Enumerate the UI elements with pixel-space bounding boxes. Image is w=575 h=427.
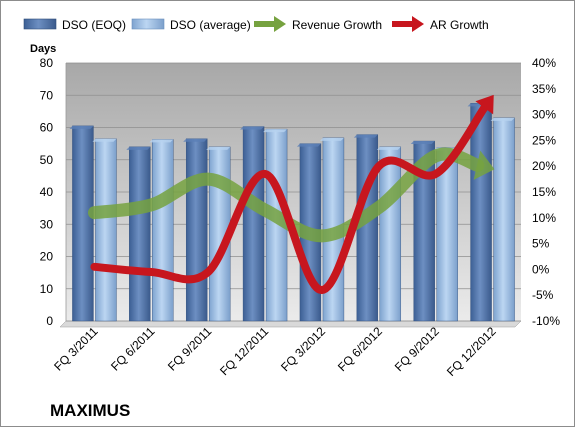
y2-tick-label: -10% — [532, 314, 560, 328]
bar-top — [206, 146, 231, 150]
bar-top — [490, 117, 515, 121]
y-tick-label: 0 — [46, 314, 53, 328]
bar-top — [319, 137, 344, 141]
bar-dso-average — [493, 117, 515, 322]
x-tick-label: FQ 3/2012 — [278, 324, 328, 374]
legend-label: DSO (EOQ) — [62, 18, 126, 32]
bar-dso-average — [152, 139, 174, 322]
legend-label: Revenue Growth — [292, 18, 382, 32]
legend-arrowhead — [274, 16, 286, 32]
bar-dso-average — [95, 138, 117, 322]
y2-tick-label: 20% — [532, 159, 556, 173]
bar-top — [240, 126, 265, 130]
y-tick-label: 20 — [40, 250, 54, 264]
bar-dso-eoq — [470, 103, 492, 322]
bar-dso-eoq — [72, 125, 94, 322]
bar-dso-eoq — [185, 138, 208, 322]
bar-top — [149, 139, 174, 143]
y2-tick-label: 10% — [532, 211, 556, 225]
x-tick-label: FQ 12/2012 — [444, 324, 499, 379]
y2-tick-label: 0% — [532, 262, 550, 276]
bar-dso-eoq — [242, 126, 265, 322]
brand-label: MAXIMUS — [50, 401, 130, 420]
bar-dso-eoq — [129, 146, 151, 322]
x-tick-label: FQ 3/2011 — [51, 324, 101, 374]
x-tick-label: FQ 9/2011 — [165, 324, 215, 374]
bar-top — [183, 138, 208, 142]
y-tick-label: 30 — [40, 217, 54, 231]
y2-tick-label: 15% — [532, 185, 556, 199]
y-tick-label: 70 — [40, 88, 54, 102]
y2-tick-label: 25% — [532, 133, 556, 147]
bar-top — [263, 129, 288, 133]
y2-tick-label: 30% — [532, 108, 556, 122]
bar-dso-average — [379, 146, 402, 322]
revenue-growth-arrowhead — [473, 150, 495, 180]
lines-layer — [87, 94, 495, 295]
y2-tick-label: 40% — [532, 56, 556, 70]
bar-top — [353, 134, 378, 138]
y-tick-label: 40 — [40, 185, 54, 199]
y-tick-label: 10 — [40, 282, 54, 296]
y-tick-label: 50 — [40, 153, 54, 167]
y2-axis-ticks: -10% -5% 0% 5% 10% 15% 20% 25% 30% 35% 40% — [532, 56, 560, 328]
y2-tick-label: 5% — [532, 237, 550, 251]
y2-tick-label: -5% — [532, 288, 554, 302]
legend-swatch — [23, 18, 57, 30]
legend-label: AR Growth — [430, 18, 489, 32]
bar-top — [296, 143, 321, 147]
bar-top — [410, 141, 435, 145]
ar-growth-arrowhead — [475, 94, 494, 115]
y2-tick-label: 35% — [532, 82, 556, 96]
y-axis-label: Days — [30, 43, 56, 55]
y-tick-label: 60 — [40, 121, 54, 135]
legend-arrowhead — [412, 16, 424, 32]
x-tick-label: FQ 6/2012 — [335, 324, 385, 374]
x-tick-label: FQ 6/2011 — [108, 324, 158, 374]
bar-top — [69, 125, 94, 129]
bar-top — [376, 146, 401, 150]
bar-top — [126, 146, 151, 150]
y-tick-label: 80 — [40, 56, 54, 70]
legend-label: DSO (average) — [170, 18, 251, 32]
y-axis-ticks: 0 10 20 30 40 50 60 70 80 — [40, 56, 54, 328]
plot-floor — [59, 320, 522, 328]
x-axis-ticks: FQ 3/2011 FQ 6/2011 FQ 9/2011 FQ 12/2011 FQ … — [51, 324, 499, 379]
ar-growth-line — [90, 103, 489, 295]
bar-top — [92, 138, 117, 142]
x-tick-label: FQ 9/2012 — [392, 324, 442, 374]
legend-swatch — [131, 18, 165, 30]
legend: DSO (EOQ) DSO (average) Revenue Growth AR G… — [23, 16, 489, 32]
x-tick-label: FQ 12/2011 — [217, 324, 271, 378]
